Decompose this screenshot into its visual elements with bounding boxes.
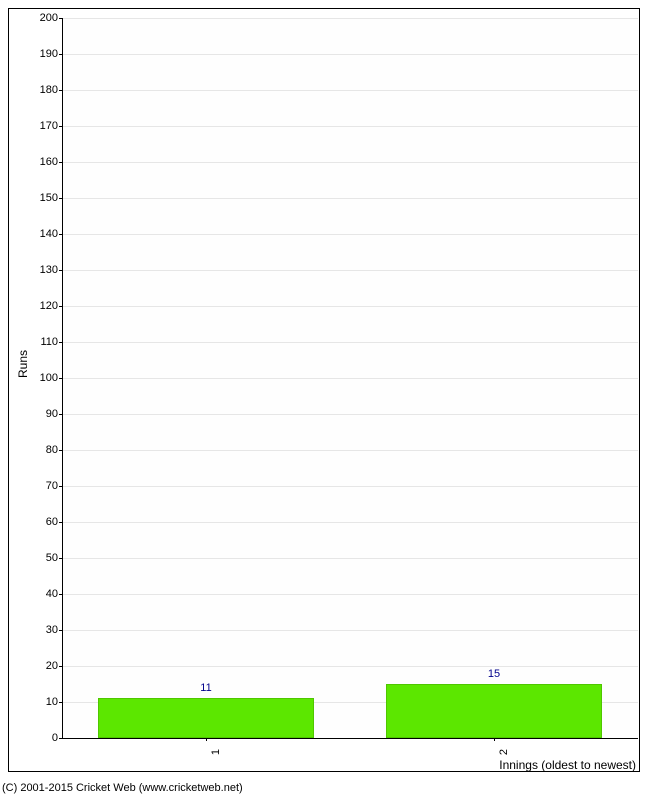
- plot-area: [62, 18, 638, 738]
- x-tick-label: 2: [498, 749, 510, 755]
- y-tick-label: 50: [18, 552, 58, 564]
- bar: [386, 684, 602, 738]
- bar: [98, 698, 314, 738]
- gridline: [62, 414, 638, 415]
- gridline: [62, 306, 638, 307]
- y-tick-mark: [59, 414, 62, 415]
- y-tick-label: 80: [18, 444, 58, 456]
- copyright-text: (C) 2001-2015 Cricket Web (www.cricketwe…: [2, 782, 243, 794]
- y-tick-mark: [59, 270, 62, 271]
- y-tick-mark: [59, 594, 62, 595]
- y-tick-label: 130: [18, 264, 58, 276]
- y-tick-label: 60: [18, 516, 58, 528]
- gridline: [62, 90, 638, 91]
- y-tick-mark: [59, 342, 62, 343]
- bar-value-label: 15: [488, 668, 500, 680]
- y-tick-mark: [59, 702, 62, 703]
- gridline: [62, 342, 638, 343]
- y-tick-label: 190: [18, 48, 58, 60]
- y-tick-mark: [59, 558, 62, 559]
- x-axis-line: [62, 738, 638, 739]
- y-tick-label: 90: [18, 408, 58, 420]
- y-tick-label: 30: [18, 624, 58, 636]
- x-tick-label: 1: [210, 749, 222, 755]
- y-tick-mark: [59, 522, 62, 523]
- gridline: [62, 522, 638, 523]
- gridline: [62, 378, 638, 379]
- y-tick-mark: [59, 234, 62, 235]
- gridline: [62, 558, 638, 559]
- gridline: [62, 126, 638, 127]
- y-tick-mark: [59, 54, 62, 55]
- gridline: [62, 270, 638, 271]
- y-tick-label: 40: [18, 588, 58, 600]
- x-tick-mark: [494, 738, 495, 741]
- gridline: [62, 450, 638, 451]
- y-tick-mark: [59, 450, 62, 451]
- y-tick-label: 140: [18, 228, 58, 240]
- y-tick-label: 100: [18, 372, 58, 384]
- y-tick-label: 150: [18, 192, 58, 204]
- y-tick-label: 120: [18, 300, 58, 312]
- gridline: [62, 54, 638, 55]
- y-tick-label: 20: [18, 660, 58, 672]
- y-axis-line: [62, 18, 63, 738]
- y-tick-mark: [59, 666, 62, 667]
- gridline: [62, 666, 638, 667]
- y-tick-mark: [59, 198, 62, 199]
- y-tick-mark: [59, 738, 62, 739]
- y-tick-mark: [59, 486, 62, 487]
- gridline: [62, 18, 638, 19]
- y-tick-label: 200: [18, 12, 58, 24]
- y-tick-mark: [59, 18, 62, 19]
- y-tick-label: 0: [18, 732, 58, 744]
- y-tick-label: 70: [18, 480, 58, 492]
- y-tick-label: 170: [18, 120, 58, 132]
- x-tick-mark: [206, 738, 207, 741]
- y-tick-mark: [59, 90, 62, 91]
- y-tick-label: 160: [18, 156, 58, 168]
- gridline: [62, 162, 638, 163]
- y-tick-mark: [59, 378, 62, 379]
- y-tick-label: 10: [18, 696, 58, 708]
- x-axis-title: Innings (oldest to newest): [499, 758, 636, 772]
- bar-value-label: 11: [200, 682, 211, 694]
- y-tick-mark: [59, 306, 62, 307]
- gridline: [62, 630, 638, 631]
- y-tick-label: 180: [18, 84, 58, 96]
- chart-container: Runs Innings (oldest to newest) (C) 2001…: [0, 0, 650, 800]
- gridline: [62, 198, 638, 199]
- y-tick-mark: [59, 630, 62, 631]
- y-tick-mark: [59, 126, 62, 127]
- y-tick-mark: [59, 162, 62, 163]
- y-tick-label: 110: [18, 336, 58, 348]
- gridline: [62, 594, 638, 595]
- gridline: [62, 234, 638, 235]
- gridline: [62, 486, 638, 487]
